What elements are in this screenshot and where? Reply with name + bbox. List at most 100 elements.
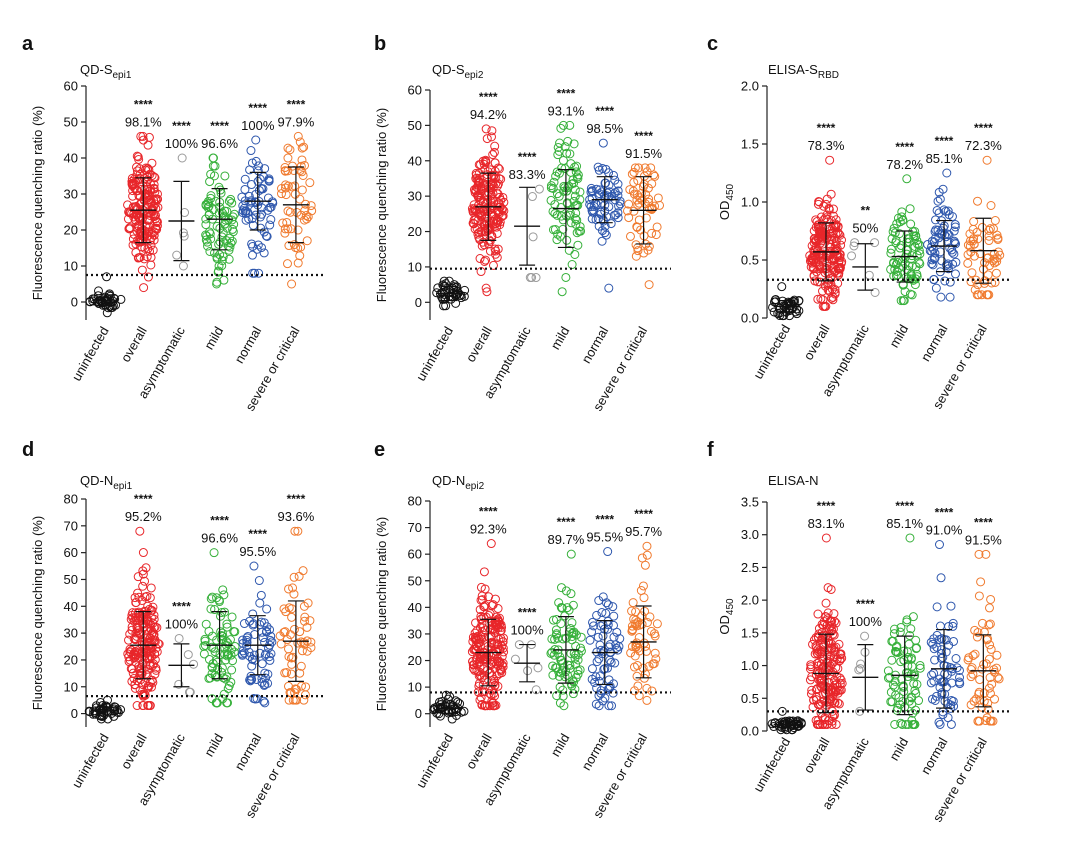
data-point [899, 686, 909, 696]
data-point [296, 161, 306, 171]
significance-stars: **** [210, 119, 229, 133]
data-point [149, 659, 159, 669]
data-point [290, 189, 300, 199]
data-point [630, 651, 640, 661]
data-point [566, 167, 576, 177]
data-point [208, 631, 218, 641]
data-point [827, 691, 837, 701]
data-point [183, 650, 193, 660]
data-point [906, 624, 916, 634]
data-point [561, 272, 571, 282]
data-point [830, 219, 840, 229]
data-point [856, 659, 866, 669]
data-point [970, 285, 980, 295]
data-point [132, 701, 142, 711]
data-point [815, 228, 825, 238]
data-point [971, 694, 981, 704]
data-point [565, 120, 575, 130]
data-point [932, 630, 942, 640]
data-point [128, 234, 138, 244]
percent-label: 93.1% [547, 103, 584, 118]
data-point [984, 620, 994, 630]
data-point [218, 252, 228, 262]
data-point [486, 660, 496, 670]
data-point [904, 696, 914, 706]
significance-stars: **** [172, 599, 191, 613]
data-point [130, 683, 140, 693]
data-point [242, 633, 252, 643]
data-point [288, 695, 298, 705]
data-point [926, 678, 936, 688]
y-tick-label: 1.0 [741, 195, 759, 210]
y-tick-label: 10 [408, 680, 422, 695]
data-point [217, 208, 227, 218]
data-point [568, 689, 578, 699]
data-point [85, 707, 95, 717]
data-point [137, 265, 147, 275]
data-point [634, 163, 644, 173]
data-point [914, 246, 924, 256]
data-point [891, 271, 901, 281]
data-point [533, 663, 543, 673]
data-point [486, 132, 496, 142]
data-point [597, 226, 607, 236]
data-point [597, 236, 607, 246]
data-point [209, 548, 219, 558]
data-point [905, 533, 915, 543]
data-point [492, 215, 502, 225]
y-tick-label: 50 [64, 572, 78, 587]
category-label: overall [463, 731, 495, 772]
percent-label: 83.1% [808, 516, 845, 531]
data-point [914, 257, 924, 267]
data-point [823, 232, 833, 242]
data-point [205, 229, 215, 239]
data-point [302, 214, 312, 224]
data-point [229, 626, 239, 636]
data-point [214, 239, 224, 249]
data-point [907, 715, 917, 725]
significance-stars: **** [557, 86, 576, 100]
data-point [257, 659, 267, 669]
data-point [911, 274, 921, 284]
data-point [815, 264, 825, 274]
y-tick-label: 80 [64, 492, 78, 507]
data-point [222, 672, 232, 682]
data-point [475, 234, 485, 244]
data-point [151, 665, 161, 675]
data-point [245, 676, 255, 686]
data-point [265, 655, 275, 665]
data-point [891, 236, 901, 246]
data-point [972, 290, 982, 300]
data-point [963, 258, 973, 268]
data-point [146, 240, 156, 250]
data-point [488, 150, 498, 160]
data-point [970, 625, 980, 635]
data-point [264, 176, 274, 186]
data-point [467, 204, 477, 214]
data-point [558, 156, 568, 166]
data-point [487, 173, 497, 183]
data-point [439, 276, 449, 286]
data-point [870, 238, 880, 248]
data-point [825, 616, 835, 626]
significance-stars: **** [634, 129, 653, 143]
significance-stars: **** [172, 119, 191, 133]
data-point [476, 267, 486, 277]
data-point [496, 195, 506, 205]
data-point [949, 701, 959, 711]
data-point [886, 244, 896, 254]
data-point [255, 598, 265, 608]
data-point [141, 189, 151, 199]
data-point [551, 171, 561, 181]
data-point [788, 296, 798, 306]
data-point [139, 173, 149, 183]
data-point [145, 246, 155, 256]
data-point [928, 260, 938, 270]
data-point [598, 164, 608, 174]
data-point [525, 273, 535, 283]
data-point [217, 663, 227, 673]
data-point [131, 598, 141, 608]
data-point [830, 698, 840, 708]
data-point [477, 241, 487, 251]
data-point [229, 209, 239, 219]
